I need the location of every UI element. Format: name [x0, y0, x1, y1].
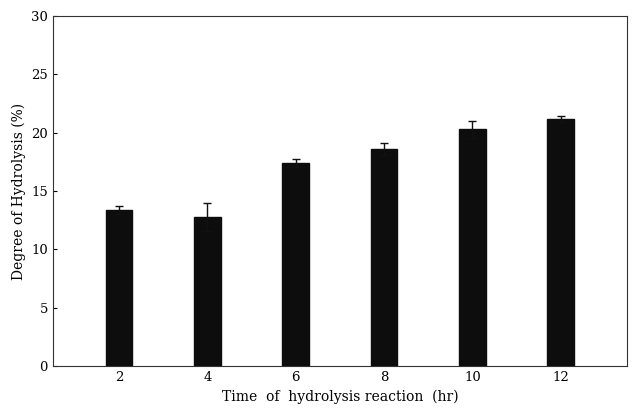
Bar: [106, 210, 132, 366]
Y-axis label: Degree of Hydrolysis (%): Degree of Hydrolysis (%): [11, 103, 26, 280]
Bar: [371, 149, 397, 366]
Bar: [194, 217, 221, 366]
Bar: [459, 129, 486, 366]
Bar: [547, 119, 574, 366]
Bar: [283, 163, 309, 366]
X-axis label: Time  of  hydrolysis reaction  (hr): Time of hydrolysis reaction (hr): [221, 390, 458, 404]
